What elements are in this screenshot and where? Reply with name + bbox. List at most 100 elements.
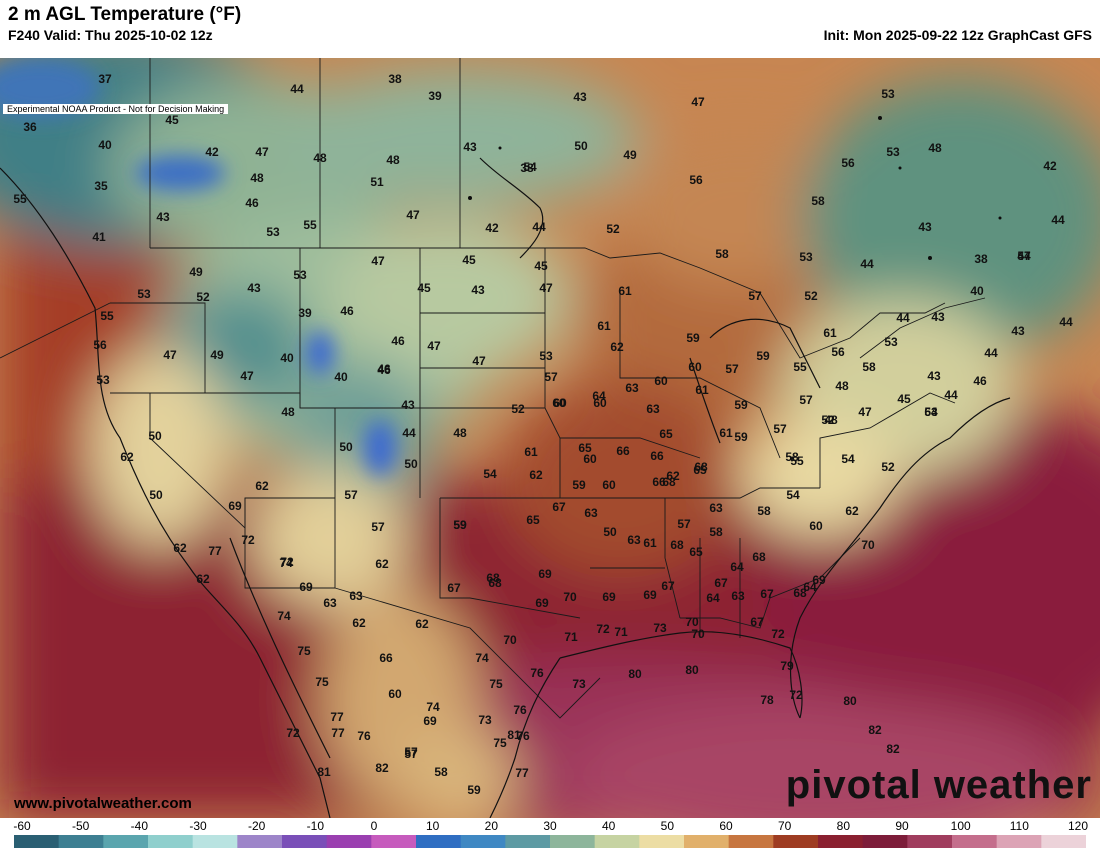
temperature-value-label: 44 xyxy=(896,311,910,325)
temperature-value-label: 67 xyxy=(552,500,566,514)
temperature-value-label: 72 xyxy=(596,622,610,636)
temperature-value-label: 70 xyxy=(685,615,699,629)
legend-color-swatch xyxy=(460,835,506,848)
temperature-value-label: 44 xyxy=(860,257,874,271)
temperature-value-label: 47 xyxy=(163,348,177,362)
temperature-value-label: 43 xyxy=(156,210,170,224)
temperature-value-label: 78 xyxy=(760,693,774,707)
legend-color-swatch xyxy=(103,835,149,848)
temperature-value-label: 64 xyxy=(803,580,817,594)
temperature-value-label: 57 xyxy=(725,362,739,376)
temperature-value-label: 49 xyxy=(623,148,637,162)
temperature-value-label: 60 xyxy=(553,396,567,410)
temperature-value-label: 75 xyxy=(297,644,311,658)
temperature-value-label: 64 xyxy=(730,560,744,574)
temperature-value-label: 52 xyxy=(511,402,525,416)
disclaimer: Experimental NOAA Product - Not for Deci… xyxy=(3,104,229,114)
temperature-value-label: 55 xyxy=(303,218,317,232)
temperature-value-label: 47 xyxy=(472,354,486,368)
temperature-value-label: 39 xyxy=(428,89,442,103)
temperature-value-label: 53 xyxy=(539,349,553,363)
temperature-value-label: 63 xyxy=(731,589,745,603)
temperature-value-label: 48 xyxy=(386,153,400,167)
temperature-value-label: 40 xyxy=(334,370,348,384)
temperature-value-label: 48 xyxy=(824,413,838,427)
temperature-value-label: 40 xyxy=(280,351,294,365)
init-time: Init: Mon 2025-09-22 12z GraphCast GFS xyxy=(823,27,1092,43)
temperature-value-label: 69 xyxy=(643,588,657,602)
legend-color-swatch xyxy=(773,835,819,848)
temperature-value-label: 67 xyxy=(750,615,764,629)
temperature-value-label: 43 xyxy=(1011,324,1025,338)
temperature-value-label: 66 xyxy=(650,449,664,463)
temperature-value-label: 47 xyxy=(255,145,269,159)
legend-tick-label: -30 xyxy=(189,819,207,833)
legend-color-swatch xyxy=(192,835,238,848)
temperature-value-label: 44 xyxy=(1017,249,1031,263)
legend-color-swatch xyxy=(594,835,640,848)
temperature-value-label: 72 xyxy=(286,726,300,740)
header: 2 m AGL Temperature (°F) F240 Valid: Thu… xyxy=(0,0,1100,58)
site-url[interactable]: www.pivotalweather.com xyxy=(14,795,192,812)
temperature-value-label: 48 xyxy=(313,151,327,165)
legend-color-swatch xyxy=(326,835,372,848)
temperature-value-label: 61 xyxy=(597,319,611,333)
temperature-value-label: 53 xyxy=(266,225,280,239)
temperature-value-label: 62 xyxy=(529,468,543,482)
temperature-value-label: 67 xyxy=(714,576,728,590)
legend-color-swatch xyxy=(282,835,328,848)
temperature-value-label: 60 xyxy=(388,687,402,701)
temperature-value-label: 50 xyxy=(404,457,418,471)
temperature-value-label: 69 xyxy=(423,714,437,728)
temperature-value-label: 46 xyxy=(340,304,354,318)
temperature-value-label: 38 xyxy=(974,252,988,266)
temperature-value-label: 76 xyxy=(513,703,527,717)
temperature-value-label: 41 xyxy=(92,230,106,244)
legend-color-swatch xyxy=(907,835,953,848)
temperature-value-label: 67 xyxy=(447,581,461,595)
temperature-value-label: 48 xyxy=(250,171,264,185)
temperature-value-label: 63 xyxy=(584,506,598,520)
temperature-value-label: 43 xyxy=(931,310,945,324)
temperature-value-label: 42 xyxy=(485,221,499,235)
temperature-value-label: 47 xyxy=(691,95,705,109)
temperature-value-label: 39 xyxy=(298,306,312,320)
temperature-value-label: 45 xyxy=(534,259,548,273)
temperature-value-label: 64 xyxy=(592,389,606,403)
temperature-value-label: 71 xyxy=(564,630,578,644)
temperature-value-label: 65 xyxy=(659,427,673,441)
temperature-value-label: 82 xyxy=(886,742,900,756)
temperature-map[interactable]: 37 44 38 39 43 47 53 36 45 40 42 47 48 48 38 43 50 49 53 48… xyxy=(0,58,1100,818)
temperature-value-label: 77 xyxy=(331,726,345,740)
temperature-value-label: 66 xyxy=(652,475,666,489)
temperature-value-label: 69 xyxy=(602,590,616,604)
temperature-value-label: 51 xyxy=(370,175,384,189)
temperature-value-label: 38 xyxy=(520,161,534,175)
temperature-value-label: 55 xyxy=(13,192,27,206)
temperature-value-label: 57 xyxy=(371,520,385,534)
temperature-value-label: 35 xyxy=(94,179,108,193)
temperature-value-label: 44 xyxy=(984,346,998,360)
temperature-value-label: 53 xyxy=(924,405,938,419)
legend-color-swatch xyxy=(237,835,283,848)
temperature-value-label: 59 xyxy=(453,518,467,532)
legend-tick-label: -10 xyxy=(306,819,324,833)
temperature-value-label: 63 xyxy=(709,501,723,515)
legend-tick-labels: -60 -50 -40 -30 -20 -10 0 10 20 30 40 50 60 70 80 90 100… xyxy=(0,818,1100,834)
temperature-value-label: 52 xyxy=(881,460,895,474)
temperature-value-label: 74 xyxy=(426,700,440,714)
temperature-value-label: 46 xyxy=(245,196,259,210)
temperature-value-label: 57 xyxy=(799,393,813,407)
legend-color-swatch xyxy=(371,835,417,848)
temperature-value-label: 58 xyxy=(757,504,771,518)
temperature-value-label: 81 xyxy=(317,765,331,779)
temperature-value-label: 45 xyxy=(462,253,476,267)
temperature-value-label: 40 xyxy=(98,138,112,152)
legend-tick-label: 10 xyxy=(425,819,440,833)
temperature-value-label: 69 xyxy=(812,573,826,587)
temperature-value-label: 57 xyxy=(404,747,418,761)
temperature-value-label: 76 xyxy=(516,729,530,743)
temperature-value-label: 65 xyxy=(689,545,703,559)
legend-tick-label: 110 xyxy=(1009,819,1029,833)
temperature-value-label: 60 xyxy=(583,452,597,466)
